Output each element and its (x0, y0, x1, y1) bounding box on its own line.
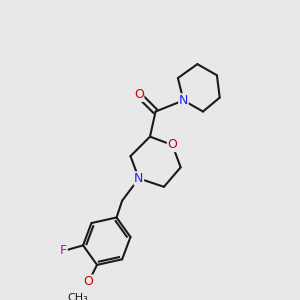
Text: CH₃: CH₃ (67, 293, 88, 300)
Text: O: O (134, 88, 144, 101)
Text: F: F (60, 244, 67, 257)
Text: O: O (84, 275, 94, 288)
Text: N: N (134, 172, 143, 185)
Text: O: O (167, 139, 177, 152)
Text: N: N (179, 94, 188, 107)
